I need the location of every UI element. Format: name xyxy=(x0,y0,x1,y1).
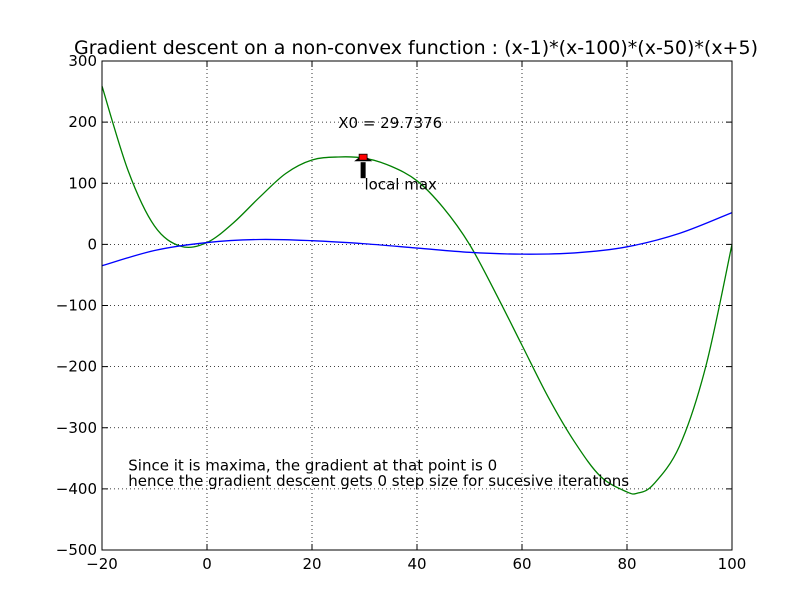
x-tick-label: −20 xyxy=(86,555,118,573)
maximum-marker xyxy=(354,153,373,179)
y-tick-label: 0 xyxy=(87,235,97,253)
arrow-shaft xyxy=(360,162,366,179)
x-tick-label: 0 xyxy=(202,555,212,573)
x-tick-label: 20 xyxy=(302,555,321,573)
y-tick-label: −100 xyxy=(56,297,97,315)
max-point xyxy=(358,153,368,161)
y-tick-label: −500 xyxy=(56,541,97,559)
y-tick-label: −400 xyxy=(56,480,97,498)
x0-annotation: X0 = 29.7376 xyxy=(338,114,442,132)
x-tick-label: 40 xyxy=(407,555,426,573)
series-line-2 xyxy=(101,211,733,267)
y-tick-label: −200 xyxy=(56,358,97,376)
x-tick-label: 100 xyxy=(718,555,747,573)
y-tick-label: 300 xyxy=(68,52,97,70)
series-line-1 xyxy=(101,85,733,495)
series-lines xyxy=(101,85,733,495)
axis-ticks: −20 0 20 40 60 80 100−500−400−300−200−10001002… xyxy=(56,52,747,573)
x-tick-label: 60 xyxy=(512,555,531,573)
y-tick-label: −300 xyxy=(56,419,97,437)
note-line-1: Since it is maxima, the gradient at that… xyxy=(128,457,497,475)
note-line-2: hence the gradient descent gets 0 step s… xyxy=(128,472,629,490)
x-tick-label: 80 xyxy=(617,555,636,573)
y-tick-label: 200 xyxy=(68,113,97,131)
chart-title: Gradient descent on a non-convex functio… xyxy=(74,37,758,59)
y-tick-label: 100 xyxy=(68,174,97,192)
grid xyxy=(102,61,732,550)
local-max-annotation: local max xyxy=(365,175,438,193)
